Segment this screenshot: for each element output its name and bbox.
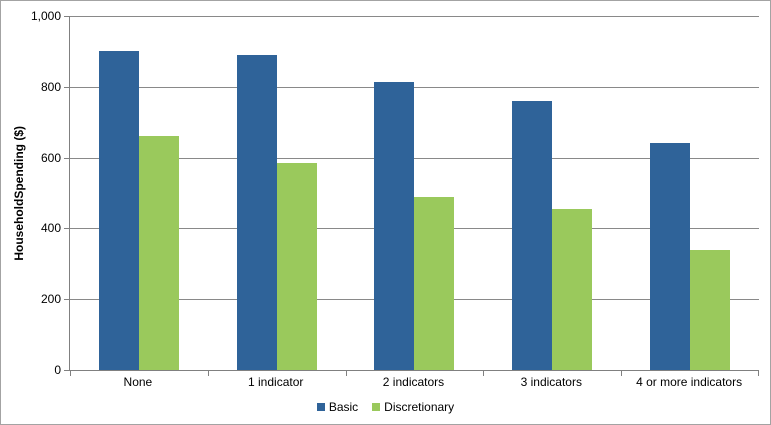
legend-label-discretionary: Discretionary [384,400,455,414]
x-tick-mark-4 [621,371,623,376]
y-tick-label-200: 200 [40,292,61,307]
gridline-600 [70,157,759,159]
x-tick-mark-0 [70,371,71,376]
bar-discretionary-none [138,136,179,370]
x-axis-label-2-indicators: 2 indicators [382,375,445,389]
bar-basic-2-indicators [374,81,415,370]
y-tick-mark-800 [64,86,69,88]
plot-area [64,16,759,376]
legend-swatch-discretionary [372,403,381,411]
legend: Basic Discretionary [1,400,770,414]
bar-basic-4-or-more-indicators [650,143,691,370]
y-tick-mark-600 [64,157,69,159]
y-tick-label-400: 400 [40,221,61,236]
y-tick-mark-400 [64,228,69,230]
bar-discretionary-4-or-more-indicators [690,249,731,370]
bar-discretionary-3-indicators [552,208,593,370]
bar-group-4-or-more-indicators [621,16,759,370]
x-axis-labels: None 1 indicator 2 indicators 3 indicators 4… [69,375,758,391]
x-axis-label-none: None [123,375,153,389]
bar-discretionary-1-indicator [276,162,317,370]
y-axis-tick-labels: 0 200 400 600 800 1,000 [1,9,61,377]
x-tick-mark-1 [207,371,209,376]
bar-group-none [70,16,208,370]
bar-group-2-indicators [346,16,484,370]
legend-swatch-basic [316,403,325,411]
x-tick-mark-3 [483,371,485,376]
legend-label-basic: Basic [328,400,359,414]
y-tick-label-1000: 1,000 [30,9,61,23]
y-tick-mark-200 [64,299,69,301]
legend-item-discretionary: Discretionary [372,400,454,414]
x-tick-mark-5 [758,371,759,376]
y-tick-label-800: 800 [40,79,61,94]
legend-item-basic: Basic [316,400,359,414]
bar-discretionary-2-indicators [414,196,455,370]
y-tick-label-0: 0 [54,363,61,377]
bar-group-1-indicator [208,16,346,370]
x-axis-label-3-indicators: 3 indicators [520,375,582,389]
x-axis-label-4-or-more-indicators: 4 or more indicators [636,375,743,389]
gridline-800 [70,86,759,88]
bar-basic-1-indicator [236,54,277,370]
gridline-1000 [70,16,759,17]
x-axis-label-1-indicator: 1 indicator [248,375,304,389]
y-tick-mark-0 [64,370,69,371]
y-tick-label-600: 600 [40,150,61,165]
bar-basic-3-indicators [512,100,553,370]
bar-basic-none [98,51,139,370]
bar-group-3-indicators [483,16,621,370]
y-tick-mark-1000 [64,16,69,17]
x-tick-mark-2 [345,371,347,376]
